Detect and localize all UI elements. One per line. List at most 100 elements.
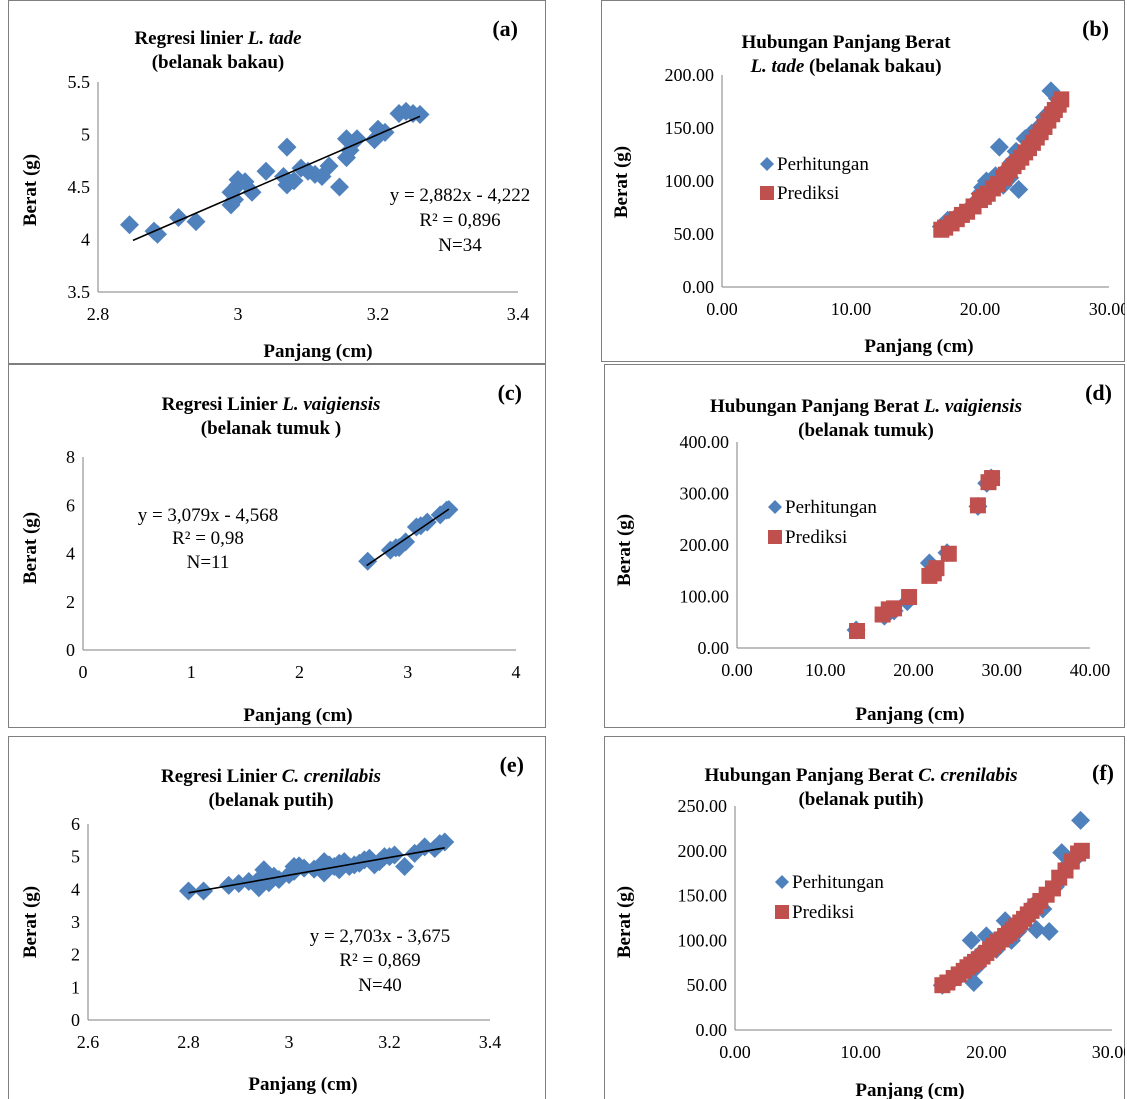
x-tick-label: 30.00 bbox=[982, 660, 1023, 680]
y-tick-label: 0.00 bbox=[696, 1020, 728, 1040]
y-tick-label: 200.00 bbox=[665, 65, 715, 85]
trend-line bbox=[366, 508, 450, 567]
y-axis-label: Berat (g) bbox=[20, 512, 41, 584]
data-point bbox=[435, 832, 455, 852]
data-point bbox=[375, 122, 395, 142]
x-tick-label: 20.00 bbox=[966, 1042, 1007, 1062]
equation-box: y = 2,703x - 3,675 R² = 0,869 N=40 bbox=[310, 926, 451, 996]
y-axis-label: Berat (g) bbox=[611, 146, 632, 218]
x-tick-label: 10.00 bbox=[831, 299, 872, 319]
data-point-predicted bbox=[901, 589, 918, 606]
data-point bbox=[259, 873, 279, 893]
data-point-measured bbox=[1027, 920, 1047, 940]
data-point-predicted bbox=[1073, 842, 1090, 859]
x-tick-label: 3 bbox=[234, 304, 243, 324]
data-point-measured bbox=[976, 926, 996, 946]
y-tick-label: 50.00 bbox=[674, 224, 715, 244]
data-point-measured bbox=[1052, 843, 1072, 863]
x-axis-label: Panjang (cm) bbox=[263, 341, 372, 362]
x-axis-label: Panjang (cm) bbox=[243, 705, 352, 726]
data-point bbox=[395, 856, 415, 876]
x-axis-label: Panjang (cm) bbox=[855, 704, 964, 725]
y-tick-label: 3.5 bbox=[68, 282, 91, 302]
chart-title-line2: (belanak tumuk ) bbox=[201, 418, 341, 439]
y-tick-label: 5 bbox=[71, 847, 80, 867]
chart-d: Hubungan Panjang Berat L. vaigiensis (be… bbox=[604, 364, 1125, 728]
x-tick-label: 0.00 bbox=[721, 660, 753, 680]
data-point-measured bbox=[964, 973, 984, 993]
data-point-measured bbox=[989, 137, 1009, 157]
y-axis-label: Berat (g) bbox=[20, 886, 41, 958]
x-tick-label: 40.00 bbox=[1070, 660, 1111, 680]
y-tick-label: 50.00 bbox=[687, 975, 728, 995]
x-tick-label: 2.8 bbox=[177, 1032, 200, 1052]
x-tick-label: 0.00 bbox=[706, 299, 738, 319]
y-tick-label: 4 bbox=[81, 230, 90, 250]
x-tick-label: 30.00 bbox=[1092, 1042, 1125, 1062]
chart-title-line1: Regresi Linier C. crenilabis bbox=[161, 766, 381, 787]
legend-label: Prediksi bbox=[777, 183, 839, 204]
y-tick-label: 4 bbox=[71, 879, 80, 899]
data-point bbox=[330, 177, 349, 197]
equation-box: y = 2,882x - 4,222 R² = 0,896 N=34 bbox=[390, 185, 531, 256]
x-axis-label: Panjang (cm) bbox=[248, 1074, 357, 1095]
data-point bbox=[148, 224, 167, 244]
y-tick-label: 0 bbox=[71, 1010, 80, 1030]
data-point bbox=[347, 129, 367, 149]
chart-panel-c: Regresi Linier L. vaigiensis (belanak tu… bbox=[8, 364, 546, 728]
y-tick-label: 3 bbox=[71, 912, 80, 932]
y-tick-label: 6 bbox=[71, 814, 80, 834]
y-tick-label: 2 bbox=[71, 945, 80, 965]
chart-e: Regresi Linier C. crenilabis (belanak pu… bbox=[8, 736, 546, 1099]
x-tick-label: 3.4 bbox=[479, 1032, 502, 1052]
data-point bbox=[369, 852, 389, 872]
x-tick-label: 3 bbox=[285, 1032, 294, 1052]
y-axis-label: Berat (g) bbox=[20, 154, 41, 226]
y-tick-label: 0.00 bbox=[683, 277, 715, 297]
regression-equation: y = 2,882x - 4,222 bbox=[390, 185, 531, 206]
y-tick-label: 6 bbox=[66, 495, 75, 515]
data-point bbox=[277, 137, 297, 157]
data-point-predicted bbox=[1053, 91, 1070, 108]
legend-marker bbox=[760, 157, 774, 171]
chart-frame bbox=[601, 0, 1125, 362]
r-squared: R² = 0,869 bbox=[339, 950, 420, 971]
legend-label: Prediksi bbox=[785, 527, 847, 548]
r-squared: R² = 0,98 bbox=[172, 528, 244, 549]
chart-panel-a: Regresi linier L. tade (belanak bakau) (… bbox=[8, 0, 546, 364]
legend-marker bbox=[775, 875, 789, 889]
x-tick-label: 4 bbox=[512, 662, 521, 682]
x-tick-label: 10.00 bbox=[805, 660, 846, 680]
r-squared: R² = 0,896 bbox=[419, 210, 500, 231]
y-tick-label: 100.00 bbox=[678, 930, 728, 950]
legend-label: Perhitungan bbox=[792, 872, 884, 893]
chart-title-line1: Regresi Linier L. vaigiensis bbox=[162, 394, 381, 415]
y-tick-label: 200.00 bbox=[680, 535, 730, 555]
y-tick-label: 300.00 bbox=[680, 484, 730, 504]
data-point bbox=[358, 551, 378, 571]
data-point-predicted bbox=[886, 600, 903, 617]
y-tick-label: 2 bbox=[66, 592, 75, 612]
x-tick-label: 2 bbox=[295, 662, 304, 682]
data-point-measured bbox=[961, 930, 981, 950]
data-point-measured bbox=[1071, 810, 1091, 830]
chart-tag: (d) bbox=[1085, 380, 1112, 405]
data-point bbox=[284, 171, 304, 191]
data-point bbox=[269, 870, 289, 890]
sample-size: N=40 bbox=[358, 975, 401, 996]
chart-title-line2: (belanak tumuk) bbox=[798, 420, 934, 441]
data-point-measured bbox=[1039, 921, 1059, 941]
x-tick-label: 0.00 bbox=[719, 1042, 751, 1062]
y-tick-label: 100.00 bbox=[680, 587, 730, 607]
y-tick-label: 8 bbox=[66, 447, 75, 467]
data-point bbox=[179, 881, 198, 901]
chart-panel-e: Regresi Linier C. crenilabis (belanak pu… bbox=[8, 736, 546, 1099]
y-tick-label: 0 bbox=[66, 640, 75, 660]
data-point bbox=[411, 516, 431, 536]
y-tick-label: 200.00 bbox=[678, 841, 728, 861]
x-tick-label: 10.00 bbox=[840, 1042, 881, 1062]
chart-f: Hubungan Panjang Berat C. crenilabis (be… bbox=[604, 736, 1125, 1099]
chart-title-line1: Hubungan Panjang Berat bbox=[741, 32, 951, 53]
x-tick-label: 2.8 bbox=[87, 304, 110, 324]
chart-title-line2: (belanak putih) bbox=[798, 789, 923, 810]
